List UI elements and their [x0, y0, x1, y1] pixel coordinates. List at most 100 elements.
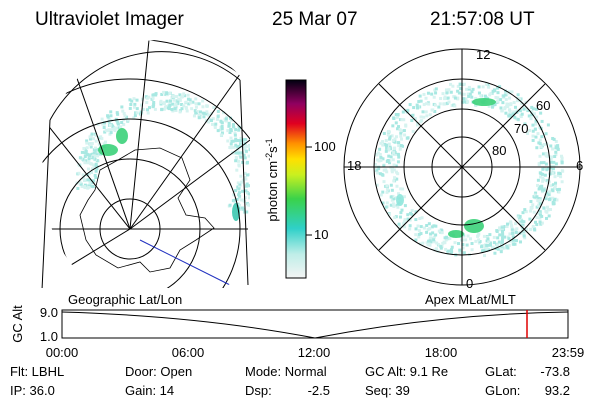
emission — [416, 224, 420, 228]
emission — [400, 118, 404, 122]
emission — [87, 172, 91, 176]
emission — [132, 97, 136, 101]
emission — [399, 211, 403, 215]
emission — [508, 232, 512, 236]
emission — [378, 153, 382, 157]
emission — [520, 101, 524, 105]
emission — [522, 234, 526, 238]
emission — [543, 173, 547, 177]
emission — [220, 124, 224, 128]
emission — [477, 91, 481, 95]
emission — [227, 124, 231, 128]
emission — [385, 170, 389, 174]
status-field: Seq: 39 — [365, 383, 410, 398]
emission — [438, 102, 442, 106]
emission — [194, 105, 198, 109]
emission — [386, 159, 390, 163]
emission — [542, 206, 546, 210]
emission — [392, 204, 396, 208]
emission — [512, 110, 516, 114]
emission — [177, 97, 181, 101]
emission — [245, 210, 249, 214]
emission — [242, 207, 246, 211]
emission — [176, 99, 180, 103]
emission — [548, 190, 552, 194]
emission — [539, 161, 543, 165]
emission — [94, 133, 98, 137]
emission — [514, 222, 518, 226]
emission — [80, 150, 84, 154]
emission — [378, 147, 382, 151]
emission — [89, 145, 93, 149]
emission — [233, 198, 237, 202]
emission — [98, 152, 102, 156]
emission — [166, 106, 170, 110]
timeline-box — [61, 309, 569, 339]
emission — [401, 110, 405, 114]
emission — [397, 155, 401, 159]
emission — [422, 103, 426, 107]
emission — [540, 188, 544, 192]
emission — [432, 238, 436, 242]
emission — [168, 101, 172, 105]
status-field: GLat: — [485, 364, 517, 379]
emission — [557, 187, 561, 191]
emission — [184, 106, 188, 110]
emission — [474, 239, 478, 243]
emission — [377, 151, 381, 155]
emission — [216, 129, 220, 133]
emission — [107, 117, 111, 121]
emission — [393, 149, 397, 153]
emission — [190, 107, 194, 111]
emission — [390, 170, 394, 174]
emission — [538, 154, 542, 158]
emission — [520, 219, 524, 223]
emission — [91, 185, 95, 189]
emission — [82, 146, 86, 150]
emission — [536, 178, 540, 182]
emission — [239, 198, 243, 202]
emission — [396, 192, 400, 196]
emission — [532, 195, 536, 199]
emission — [232, 193, 236, 197]
emission — [83, 159, 87, 163]
emission — [119, 125, 123, 129]
emission — [408, 103, 412, 107]
emission — [472, 98, 496, 106]
emission — [501, 233, 505, 237]
emission — [238, 196, 242, 200]
emission — [396, 160, 400, 164]
emission — [231, 199, 235, 203]
emission — [207, 113, 211, 117]
emission — [534, 119, 538, 123]
emission — [540, 214, 544, 218]
emission — [152, 93, 156, 97]
emission — [173, 107, 177, 111]
emission — [391, 202, 395, 206]
emission — [104, 140, 108, 144]
emission — [547, 214, 551, 218]
emission — [440, 231, 444, 235]
emission — [496, 236, 500, 240]
emission — [508, 96, 512, 100]
emission — [497, 98, 501, 102]
emission — [531, 107, 535, 111]
emission — [232, 145, 236, 149]
time: 21:57:08 UT — [430, 9, 535, 30]
emission — [496, 247, 500, 251]
colorbar-tick-label: 100 — [314, 139, 336, 154]
emission — [399, 131, 403, 135]
emission — [237, 144, 241, 148]
emission — [502, 94, 506, 98]
emission — [242, 153, 246, 157]
emission — [420, 216, 424, 220]
emission — [421, 110, 425, 114]
emission — [171, 94, 175, 98]
emission — [539, 172, 543, 176]
emission — [441, 92, 445, 96]
emission — [396, 205, 400, 209]
emission — [182, 104, 186, 108]
emission — [480, 245, 484, 249]
emission — [93, 166, 97, 170]
emission — [215, 117, 219, 121]
